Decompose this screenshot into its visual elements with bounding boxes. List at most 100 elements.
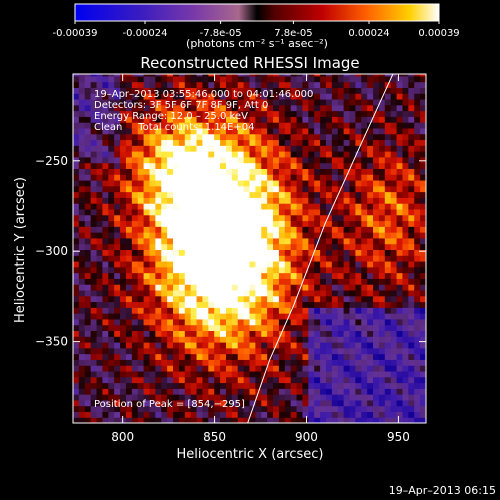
heatmap-cell: [408, 179, 415, 187]
heatmap-cell: [84, 272, 92, 279]
heatmap-cell: [296, 324, 304, 332]
heatmap-cell: [155, 388, 162, 395]
heatmap-cell: [373, 347, 380, 355]
heatmap-cell: [267, 278, 274, 285]
heatmap-cell: [196, 208, 204, 216]
heatmap-cell: [90, 168, 98, 175]
heatmap-cell: [331, 255, 339, 262]
heatmap-cell: [337, 365, 345, 372]
heatmap-cell: [249, 301, 256, 308]
heatmap-cell: [243, 122, 251, 129]
heatmap-cell: [384, 278, 392, 285]
heatmap-cell: [208, 191, 215, 198]
heatmap-cell: [261, 376, 268, 384]
heatmap-cell: [384, 411, 392, 418]
heatmap-cell: [84, 168, 92, 175]
heatmap-cell: [231, 168, 239, 175]
heatmap-cell: [237, 284, 245, 291]
heatmap-cell: [102, 376, 109, 384]
heatmap-cell: [90, 376, 98, 384]
heatmap-cell: [361, 75, 368, 83]
heatmap-cell: [120, 243, 127, 251]
heatmap-cell: [108, 87, 115, 94]
y-axis-label: Heliocentric Y (arcsec): [13, 177, 28, 323]
heatmap-cell: [190, 226, 198, 233]
heatmap-cell: [178, 353, 186, 360]
heatmap-cell: [390, 174, 398, 181]
heatmap-cell: [296, 295, 304, 303]
heatmap-cell: [325, 133, 333, 141]
heatmap-cell: [167, 376, 174, 384]
heatmap-cell: [314, 116, 321, 123]
heatmap-cell: [337, 151, 345, 158]
heatmap-cell: [314, 151, 321, 158]
heatmap-cell: [278, 295, 286, 303]
heatmap-cell: [114, 399, 121, 407]
heatmap-cell: [202, 307, 209, 314]
heatmap-cell: [131, 318, 139, 326]
heatmap-cell: [337, 394, 345, 401]
heatmap-cell: [178, 278, 186, 285]
heatmap-cell: [120, 214, 127, 222]
heatmap-cell: [237, 139, 245, 146]
heatmap-cell: [373, 174, 380, 181]
heatmap-cell: [302, 405, 309, 413]
heatmap-cell: [384, 174, 392, 181]
heatmap-cell: [231, 330, 239, 337]
heatmap-cell: [143, 127, 151, 135]
heatmap-cell: [278, 110, 286, 117]
heatmap-cell: [167, 139, 174, 146]
heatmap-cell: [214, 133, 221, 141]
heatmap-cell: [102, 289, 109, 297]
heatmap-cell: [196, 232, 204, 239]
heatmap-cell: [343, 116, 351, 123]
heatmap-cell: [108, 162, 115, 169]
heatmap-cell: [414, 220, 421, 227]
heatmap-cell: [167, 127, 174, 135]
heatmap-cell: [173, 405, 180, 413]
heatmap-cell: [131, 174, 139, 181]
heatmap-cell: [155, 255, 162, 262]
heatmap-cell: [343, 197, 351, 204]
heatmap-cell: [320, 336, 327, 343]
heatmap-cell: [178, 341, 186, 349]
heatmap-cell: [337, 353, 345, 360]
heatmap-cell: [349, 249, 356, 256]
heatmap-cell: [114, 116, 121, 123]
heatmap-cell: [367, 394, 374, 401]
heatmap-cell: [131, 307, 139, 314]
heatmap-cell: [373, 260, 380, 268]
heatmap-cell: [261, 307, 268, 314]
heatmap-cell: [78, 243, 86, 251]
heatmap-cell: [343, 255, 351, 262]
heatmap-cell: [137, 104, 145, 112]
heatmap-cell: [314, 405, 321, 413]
heatmap-cell: [125, 307, 133, 314]
heatmap-cell: [184, 376, 192, 384]
heatmap-cell: [155, 74, 162, 77]
heatmap-cell: [73, 243, 80, 251]
heatmap-cell: [220, 179, 227, 187]
heatmap-cell: [378, 168, 386, 175]
heatmap-cell: [349, 289, 356, 297]
heatmap-cell: [125, 110, 133, 117]
heatmap-cell: [255, 289, 262, 297]
heatmap-cell: [355, 411, 362, 418]
heatmap-cell: [143, 313, 151, 320]
heatmap-cell: [373, 203, 380, 210]
heatmap-cell: [331, 75, 339, 83]
heatmap-cell: [261, 208, 268, 216]
heatmap-cell: [396, 243, 404, 251]
heatmap-cell: [378, 266, 386, 274]
heatmap-cell: [90, 220, 98, 227]
heatmap-cell: [343, 399, 351, 407]
heatmap-cell: [137, 370, 145, 378]
heatmap-cell: [278, 122, 286, 129]
heatmap-cell: [125, 191, 133, 198]
heatmap-cell: [143, 260, 151, 268]
heatmap-cell: [237, 336, 245, 343]
heatmap-cell: [231, 318, 239, 326]
heatmap-cell: [190, 133, 198, 141]
heatmap-cell: [290, 116, 298, 123]
heatmap-cell: [231, 243, 239, 251]
